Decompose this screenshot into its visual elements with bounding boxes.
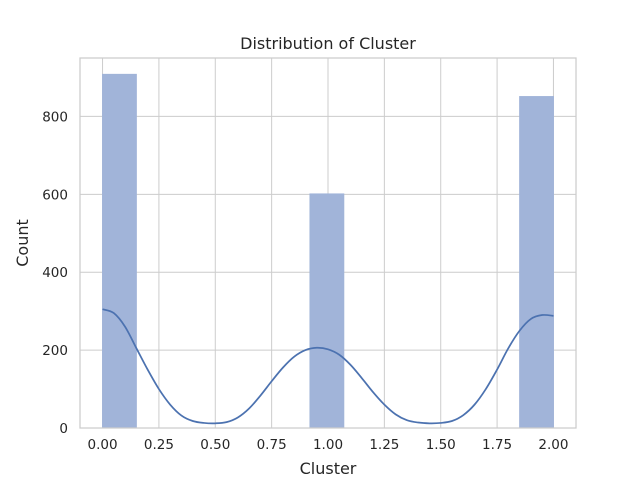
y-tick-label: 800 (42, 109, 68, 125)
x-tick-label: 1.00 (313, 437, 343, 453)
x-tick-label: 1.25 (369, 437, 399, 453)
y-tick-label: 600 (42, 187, 68, 203)
kde-curve (102, 308, 554, 425)
x-tick-label: 0.00 (88, 437, 118, 453)
histogram-bar (519, 96, 554, 429)
x-tick-label: 0.50 (200, 437, 230, 453)
x-tick-label: 1.50 (426, 437, 456, 453)
y-axis-title: Count (13, 219, 32, 267)
x-tick-label: 0.75 (257, 437, 287, 453)
y-tick-label: 200 (42, 343, 68, 359)
histogram-bars (102, 73, 554, 429)
x-axis-title: Cluster (300, 459, 357, 478)
x-tick-labels: 0.00 0.25 0.50 0.75 1.00 1.25 1.50 1.75 2.00 (88, 437, 569, 453)
x-tick-label: 1.75 (482, 437, 512, 453)
y-tick-labels: 0 200 400 600 800 (42, 109, 68, 437)
y-tick-label: 0 (59, 421, 68, 437)
x-tick-label: 2.00 (538, 437, 568, 453)
histogram-bar (102, 73, 137, 429)
plot-frame (79, 57, 577, 429)
histogram-bar (309, 193, 345, 429)
chart-title: Distribution of Cluster (240, 34, 416, 53)
y-tick-label: 400 (42, 265, 68, 281)
kde-line (102, 308, 554, 425)
x-tick-label: 0.25 (144, 437, 174, 453)
